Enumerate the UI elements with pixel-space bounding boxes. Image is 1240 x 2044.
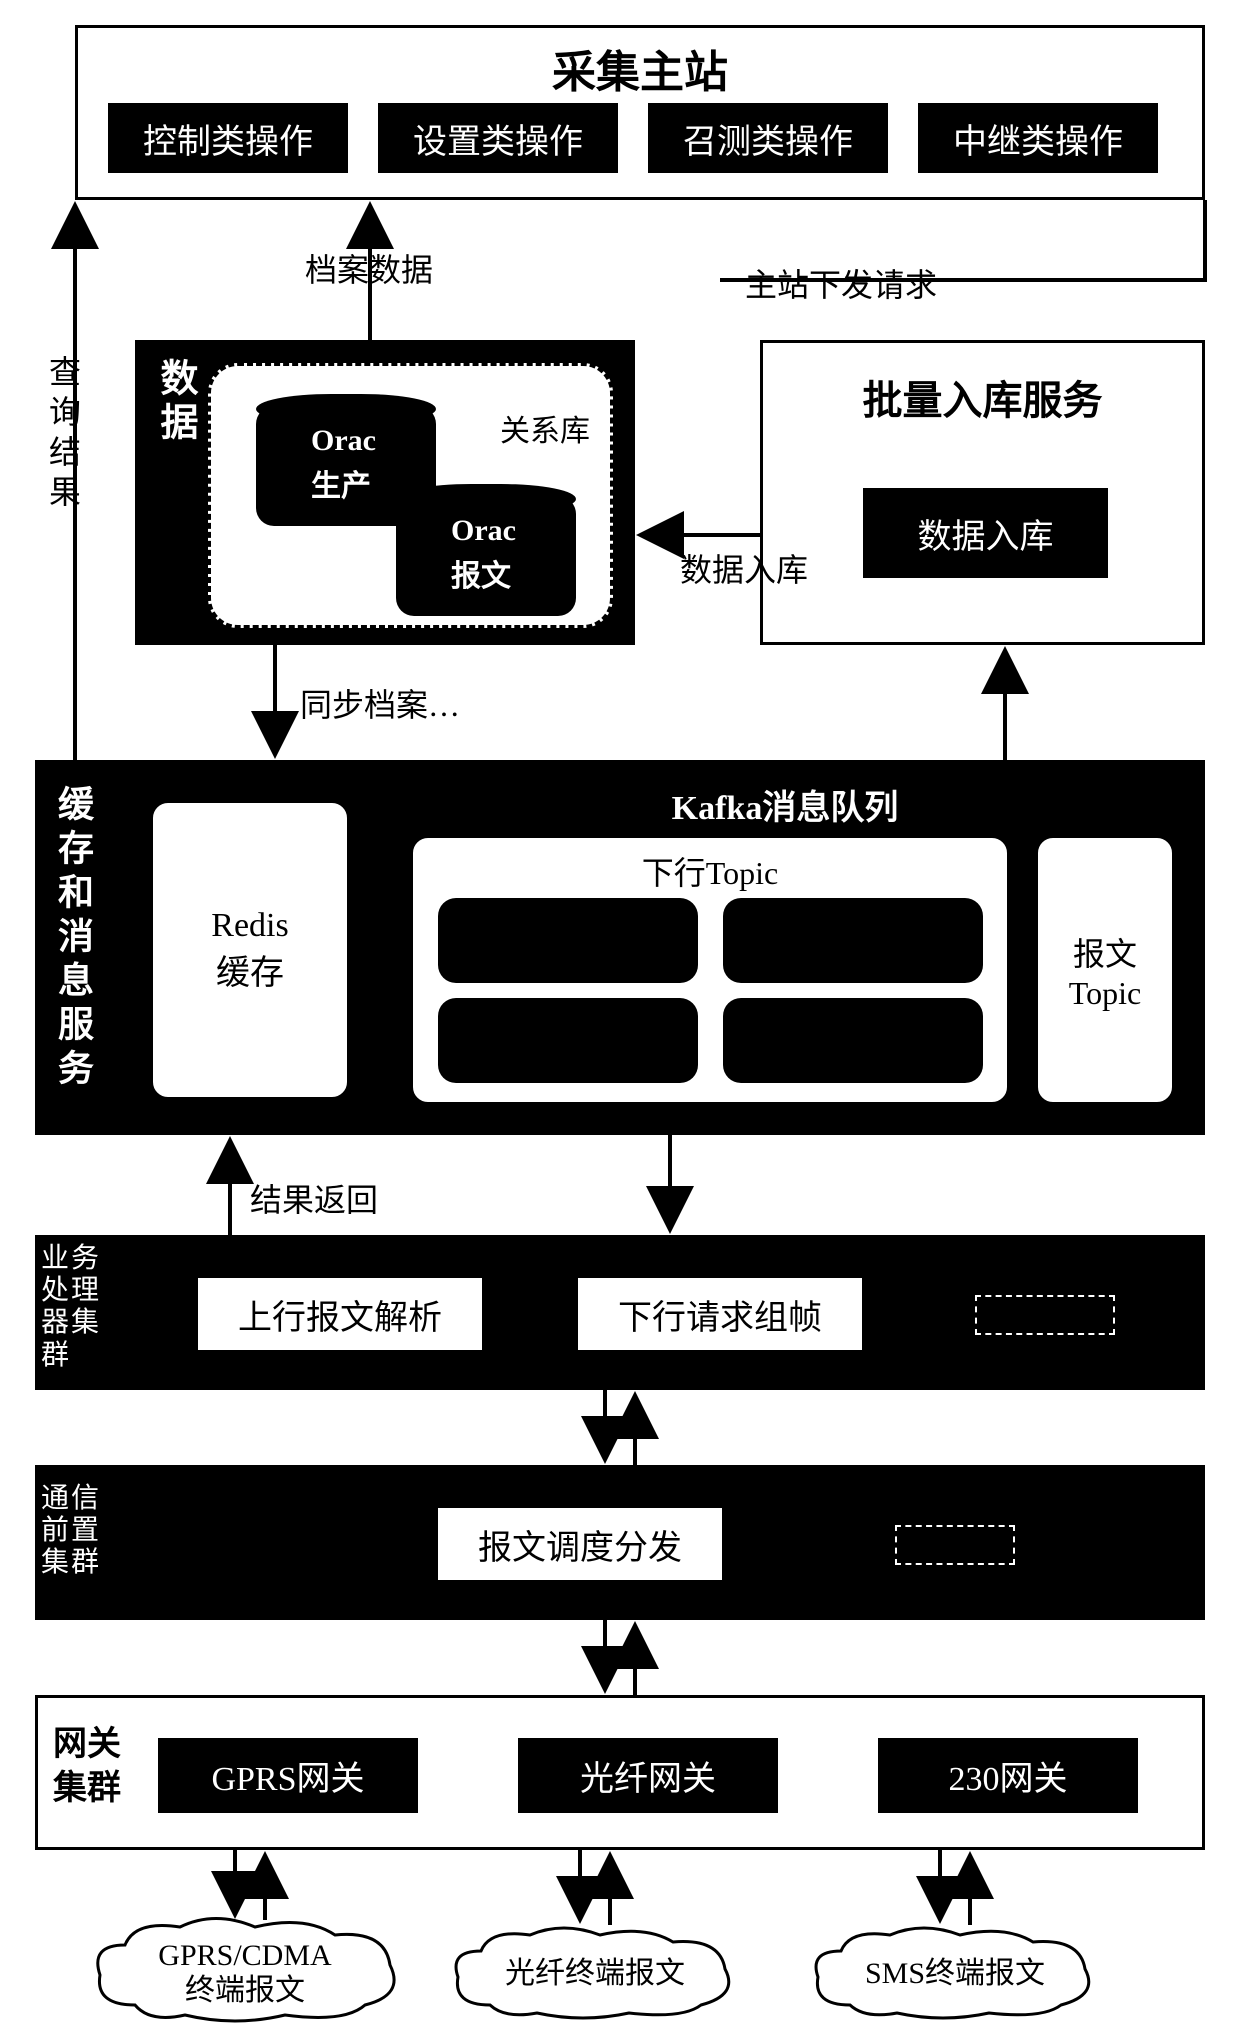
kafka-msg-label: 报文 Topic bbox=[1069, 929, 1141, 1012]
svg-text:SMS终端报文: SMS终端报文 bbox=[865, 1957, 1045, 1990]
op-set: 设置类操作 bbox=[378, 103, 618, 173]
gw-title: 网关集群 bbox=[53, 1723, 133, 1811]
gw-gprs: GPRS网关 bbox=[158, 1738, 418, 1813]
database-box: 数据 关系库 Orac 生产 Orac 报文 bbox=[135, 340, 635, 645]
cyl2-a: Orac bbox=[451, 514, 516, 548]
cyl2-top bbox=[396, 484, 576, 514]
op-control: 控制类操作 bbox=[108, 103, 348, 173]
svg-text:终端报文: 终端报文 bbox=[185, 1974, 305, 2007]
cyl1-b: 生产 bbox=[311, 461, 371, 505]
db-inner: 关系库 Orac 生产 Orac 报文 bbox=[208, 363, 613, 628]
cache-service: 缓存和消息服务 Redis 缓存 Kafka消息队列 下行Topic 报文 To… bbox=[35, 760, 1205, 1135]
gateway-cluster: 网关集群 GPRS网关 光纤网关 230网关 bbox=[35, 1695, 1205, 1850]
comm-dots bbox=[895, 1525, 1015, 1565]
cyl2: Orac 报文 bbox=[396, 496, 576, 616]
comm-box: 报文调度分发 bbox=[435, 1505, 725, 1583]
db-title: 数据 bbox=[148, 358, 203, 446]
lbl-query-result: 查询结果 bbox=[40, 355, 86, 515]
lbl-data-in: 数据入库 bbox=[680, 545, 808, 591]
biz-down: 下行请求组帧 bbox=[575, 1275, 865, 1353]
kafka-cell-3 bbox=[438, 998, 698, 1083]
kafka-title: Kafka消息队列 bbox=[395, 780, 1175, 829]
biz-up: 上行报文解析 bbox=[195, 1275, 485, 1353]
gw-fiber: 光纤网关 bbox=[518, 1738, 778, 1813]
batch-box: 数据入库 bbox=[863, 488, 1108, 578]
cyl1-a: Orac bbox=[311, 424, 376, 458]
master-station: 采集主站 控制类操作 设置类操作 召测类操作 中继类操作 bbox=[75, 25, 1205, 200]
biz-cluster: 业务处理器集群 上行报文解析 下行请求组帧 bbox=[35, 1235, 1205, 1390]
op-relay: 中继类操作 bbox=[918, 103, 1158, 173]
lbl-archive-data: 档案数据 bbox=[305, 245, 433, 291]
comm-cluster: 通信前置集群 报文调度分发 bbox=[35, 1465, 1205, 1620]
gw-230: 230网关 bbox=[878, 1738, 1138, 1813]
kafka-cell-2 bbox=[723, 898, 983, 983]
batch-service: 批量入库服务 数据入库 bbox=[760, 340, 1205, 645]
lbl-master-request: 主站下发请求 bbox=[745, 260, 937, 306]
kafka-msg-topic: 报文 Topic bbox=[1035, 835, 1175, 1105]
cloud-sms: SMS终端报文 bbox=[805, 1925, 1105, 2025]
kafka-cell-4 bbox=[723, 998, 983, 1083]
op-call: 召测类操作 bbox=[648, 103, 888, 173]
cyl2-b: 报文 bbox=[451, 551, 511, 595]
svg-text:光纤终端报文: 光纤终端报文 bbox=[505, 1957, 685, 1990]
svg-text:GPRS/CDMA: GPRS/CDMA bbox=[158, 1939, 332, 1972]
redis-cache: Redis 缓存 bbox=[150, 800, 350, 1100]
comm-title: 通信前置集群 bbox=[41, 1483, 103, 1580]
batch-title: 批量入库服务 bbox=[763, 368, 1202, 426]
cloud-fiber: 光纤终端报文 bbox=[445, 1925, 745, 2025]
master-title: 采集主站 bbox=[78, 36, 1202, 100]
lbl-result-return: 结果返回 bbox=[250, 1175, 378, 1221]
cache-title: 缓存和消息服务 bbox=[47, 785, 99, 1093]
kafka-down-label: 下行Topic bbox=[413, 848, 1007, 894]
db-rel: 关系库 bbox=[500, 406, 590, 450]
redis-label: Redis 缓存 bbox=[211, 907, 288, 994]
kafka-down-topic: 下行Topic bbox=[410, 835, 1010, 1105]
lbl-sync-archive: 同步档案… bbox=[300, 680, 460, 726]
kafka-cell-1 bbox=[438, 898, 698, 983]
cloud-gprs: GPRS/CDMA 终端报文 bbox=[85, 1915, 405, 2030]
cyl1-top bbox=[256, 394, 436, 424]
biz-dots bbox=[975, 1295, 1115, 1335]
biz-title: 业务处理器集群 bbox=[41, 1243, 103, 1372]
